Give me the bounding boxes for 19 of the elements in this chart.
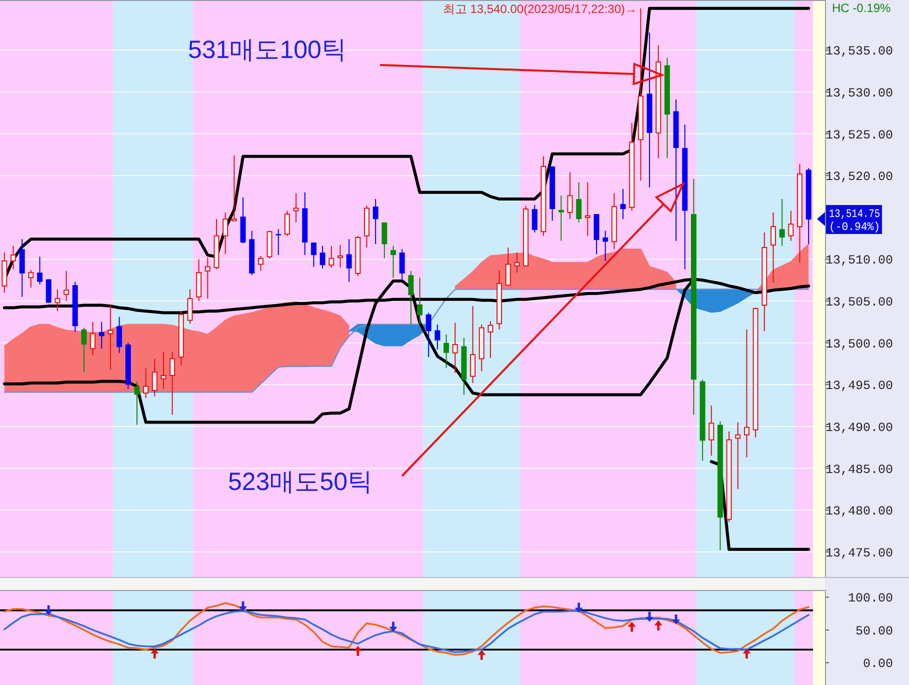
y-tick-label: 13,475.00	[825, 546, 893, 560]
y-tick-label: 100.00	[848, 592, 893, 606]
text: HC -0.19%	[832, 1, 892, 15]
y-tick-label: 0.00	[862, 657, 893, 672]
y-tick-label: 13,490.00	[825, 420, 893, 435]
y-tick-label: 13,495.00	[825, 379, 893, 394]
annotation: 531매도100틱	[188, 36, 346, 64]
y-tick-label: 13,505.00	[825, 296, 893, 310]
y-tick-label: 13,510.00	[825, 254, 893, 268]
y-tick-label: 13,520.00	[825, 170, 893, 184]
y-tick-label: 13,485.00	[825, 462, 893, 477]
annotation: 최고 13,540.00(2023/05/17,22:30)→	[442, 2, 637, 16]
y-tick-label: 13,535.00	[825, 44, 893, 59]
y-tick-label: 13,480.00	[825, 504, 893, 519]
y-tick-label: 50.00	[855, 624, 893, 638]
y-tick-label: 13,525.00	[825, 128, 893, 142]
y-tick-label: 13,500.00	[825, 337, 893, 352]
annotation: 523매도50틱	[228, 468, 373, 496]
y-tick-label: 13,530.00	[825, 86, 893, 100]
